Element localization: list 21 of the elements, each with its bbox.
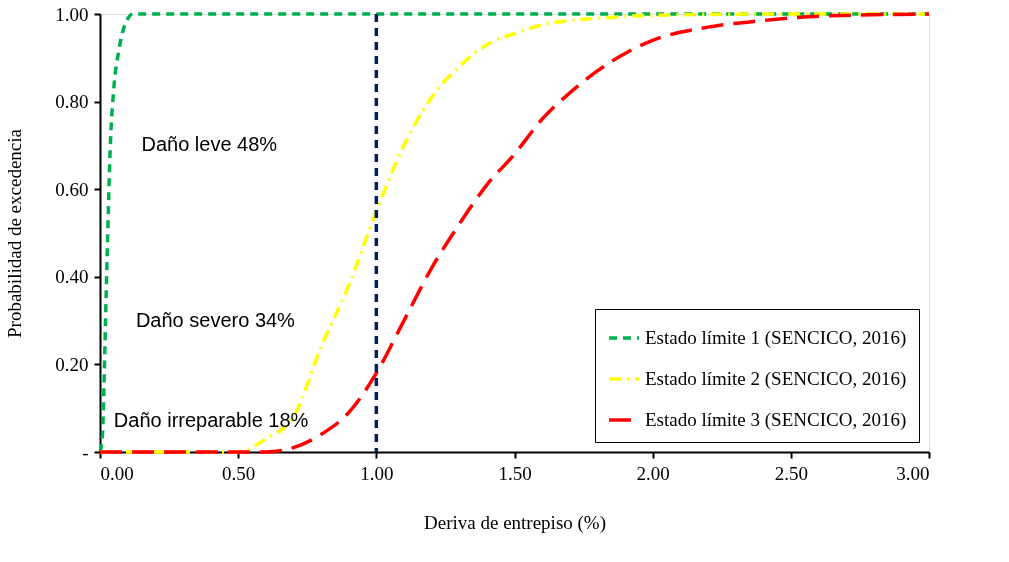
x-tick-label: 2.50 bbox=[774, 462, 808, 484]
x-tick-label: 0.00 bbox=[100, 462, 134, 484]
legend-label: Estado límite 2 (SENCICO, 2016) bbox=[645, 368, 907, 390]
y-tick-label: 1.00 bbox=[55, 3, 89, 25]
y-tick-label: - bbox=[82, 441, 89, 463]
y-tick-label: 0.20 bbox=[55, 353, 89, 375]
y-axis-title: Probabilidad de excedencia bbox=[4, 128, 26, 338]
annotation: Daño irreparable 18% bbox=[113, 409, 309, 432]
x-tick-label: 0.50 bbox=[222, 462, 256, 484]
legend-label: Estado límite 1 (SENCICO, 2016) bbox=[645, 327, 907, 349]
y-tick-label: 0.80 bbox=[55, 91, 89, 113]
annotation: Daño severo 34% bbox=[135, 308, 296, 331]
legend-label: Estado límite 3 (SENCICO, 2016) bbox=[645, 409, 907, 431]
x-tick-label: 2.00 bbox=[636, 462, 670, 484]
y-tick-label: 0.40 bbox=[55, 266, 89, 288]
x-tick-label: 1.00 bbox=[360, 462, 394, 484]
y-tick-label: 0.60 bbox=[55, 178, 89, 200]
annotation: Daño leve 48% bbox=[141, 133, 278, 156]
x-axis-title: Deriva de entrepiso (%) bbox=[423, 511, 607, 534]
x-tick-label: 3.00 bbox=[896, 462, 930, 484]
x-tick-label: 1.50 bbox=[498, 462, 532, 484]
